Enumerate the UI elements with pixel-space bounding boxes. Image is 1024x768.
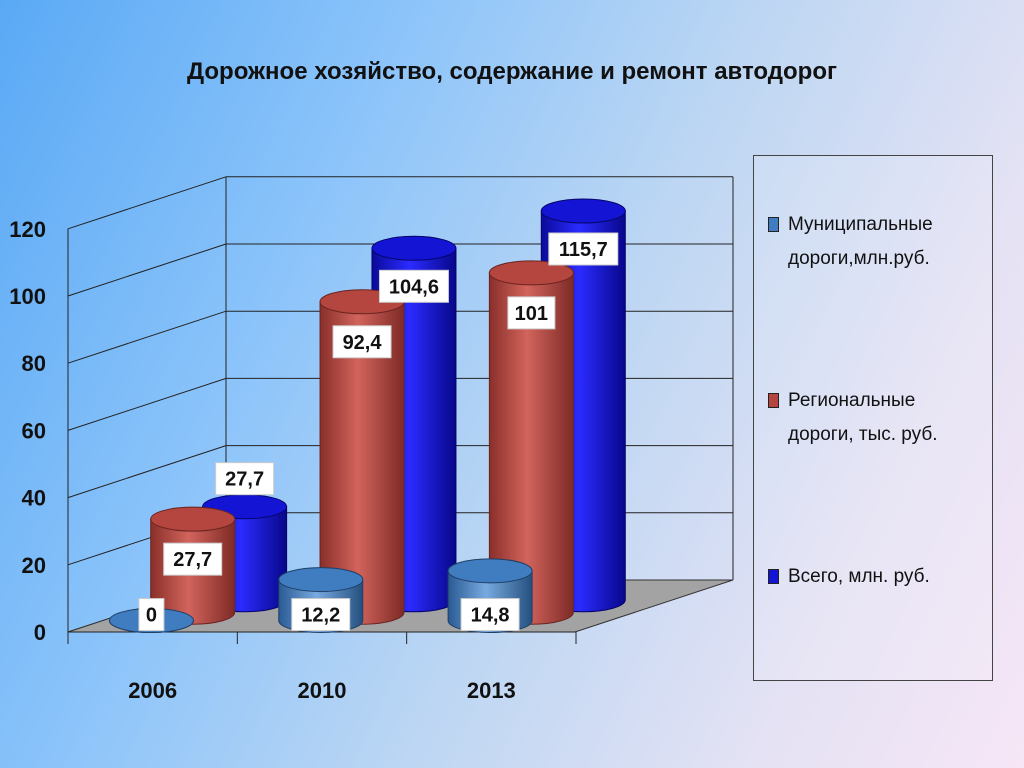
data-label: 0 [138,598,165,632]
data-label: 12,2 [291,598,351,632]
bar-top [150,506,236,532]
x-tick-label: 2013 [467,678,516,703]
data-label-box [332,325,392,359]
data-label: 14,8 [460,598,520,632]
bar-regional-2010 [319,289,405,625]
data-label-text: 92,4 [343,332,383,354]
data-label: 27,7 [215,462,275,496]
legend-item-total: Всего, млн. руб. [768,560,988,594]
y-tick-label: 0 [34,620,46,645]
data-label-box [138,598,165,632]
legend-item-regional: Региональные дороги, тыс. руб. [768,384,988,452]
legend-swatch-regional [768,393,779,408]
data-label: 115,7 [548,232,619,266]
legend-label-municipal-2: дороги,млн.руб. [788,248,930,269]
y-tick-label: 80 [22,351,46,376]
gridline-side [67,310,227,364]
legend-swatch-municipal [768,217,779,232]
legend: Муниципальные дороги,млн.руб. Региональн… [753,155,993,681]
data-label-text: 101 [515,303,548,325]
data-label-box [378,269,449,303]
data-label-text: 104,6 [389,276,439,298]
data-label-box [548,232,619,266]
x-tick-label: 2010 [298,678,347,703]
bar-top [278,567,364,593]
data-label: 92,4 [332,325,392,359]
y-tick-label: 40 [22,486,46,511]
data-label: 27,7 [163,542,223,576]
gridline-side [67,377,227,431]
data-label-text: 27,7 [173,549,212,571]
data-label-box [291,598,351,632]
bar-top [488,260,574,286]
gridline-side [67,243,227,297]
data-label: 101 [507,296,556,330]
y-tick-label: 20 [22,553,46,578]
data-label-box [460,598,520,632]
data-label-box [215,462,275,496]
bar-top [540,198,626,224]
legend-label-regional-1: Региональные [788,390,916,411]
chart-title: Дорожное хозяйство, содержание и ремонт … [186,58,837,85]
bar-top [447,558,533,584]
x-tick-label: 2006 [128,678,177,703]
bar-top [371,235,457,261]
axes: 0 20 40 60 80 100 120 2006 2010 2013 [9,217,577,703]
legend-swatch-total [768,569,779,584]
legend-item-municipal: Муниципальные дороги,млн.руб. [768,208,988,276]
data-label-text: 115,7 [559,239,608,261]
data-labels: 27,7 104,6 115,7 27,7 92,4 101 0 12,2 14,8 [138,232,619,632]
legend-label-municipal-1: Муниципальные [788,214,933,235]
y-tick-label: 120 [9,217,46,242]
data-label-box [507,296,556,330]
y-tick-label: 60 [22,418,46,443]
y-tick-label: 100 [9,284,46,309]
data-label-text: 12,2 [301,605,340,627]
gridline-side [67,176,227,230]
legend-label-regional-2: дороги, тыс. руб. [788,424,938,445]
legend-label-total-1: Всего, млн. руб. [788,566,930,587]
data-label-box [163,542,223,576]
data-label-text: 27,7 [225,469,264,491]
data-label-text: 14,8 [471,605,510,627]
data-label: 104,6 [378,269,449,303]
gridline-side [67,445,227,499]
data-label-text: 0 [146,605,157,627]
